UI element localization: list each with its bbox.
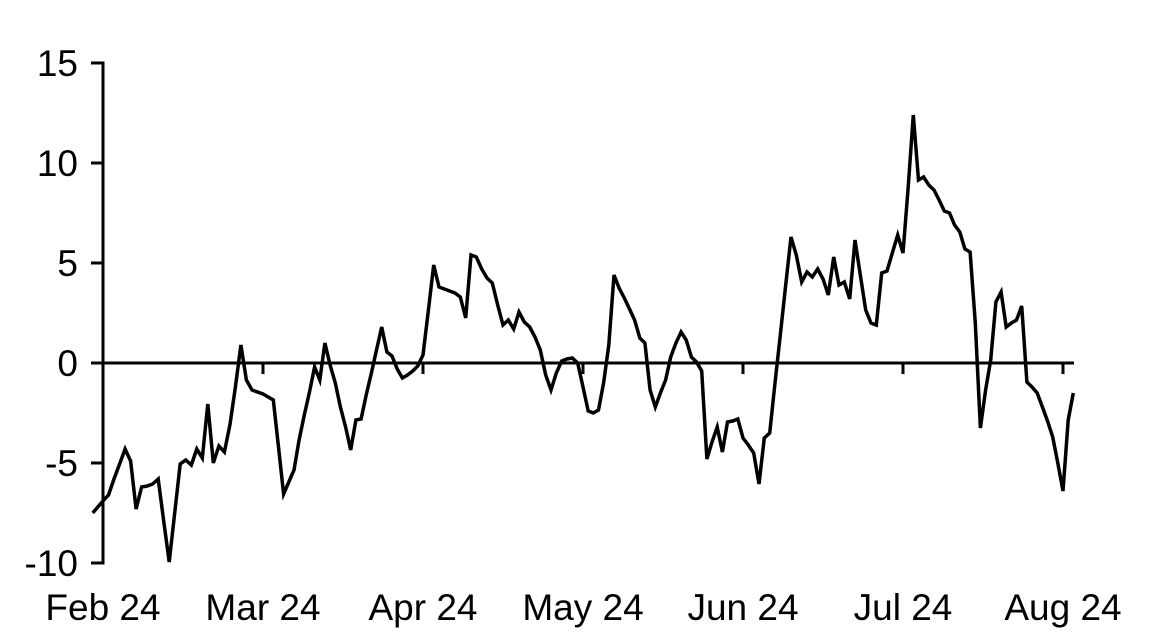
x-axis-zero-line: Feb 24 Mar 24 Apr 24 May 24 Jun 24 Jul 24 Aug … xyxy=(45,361,1122,628)
y-axis: 15 10 5 0 -5 -10 xyxy=(25,43,105,584)
x-axis-label: Jun 24 xyxy=(687,587,798,628)
x-axis-label: Aug 24 xyxy=(1004,587,1121,628)
x-axis-label: Jul 24 xyxy=(854,587,953,628)
y-axis-label: 10 xyxy=(37,143,78,184)
x-axis-label: Apr 24 xyxy=(368,587,477,628)
series-path xyxy=(91,114,1076,563)
x-axis-label: Mar 24 xyxy=(205,587,320,628)
y-axis-label: 0 xyxy=(57,343,78,384)
x-axis-label: Feb 24 xyxy=(45,587,160,628)
x-axis-label: May 24 xyxy=(522,587,643,628)
y-axis-label: -5 xyxy=(45,443,78,484)
data-series-line xyxy=(91,114,1076,563)
y-axis-label: -10 xyxy=(25,543,78,584)
y-axis-label: 5 xyxy=(57,243,78,284)
y-axis-label: 15 xyxy=(37,43,78,84)
